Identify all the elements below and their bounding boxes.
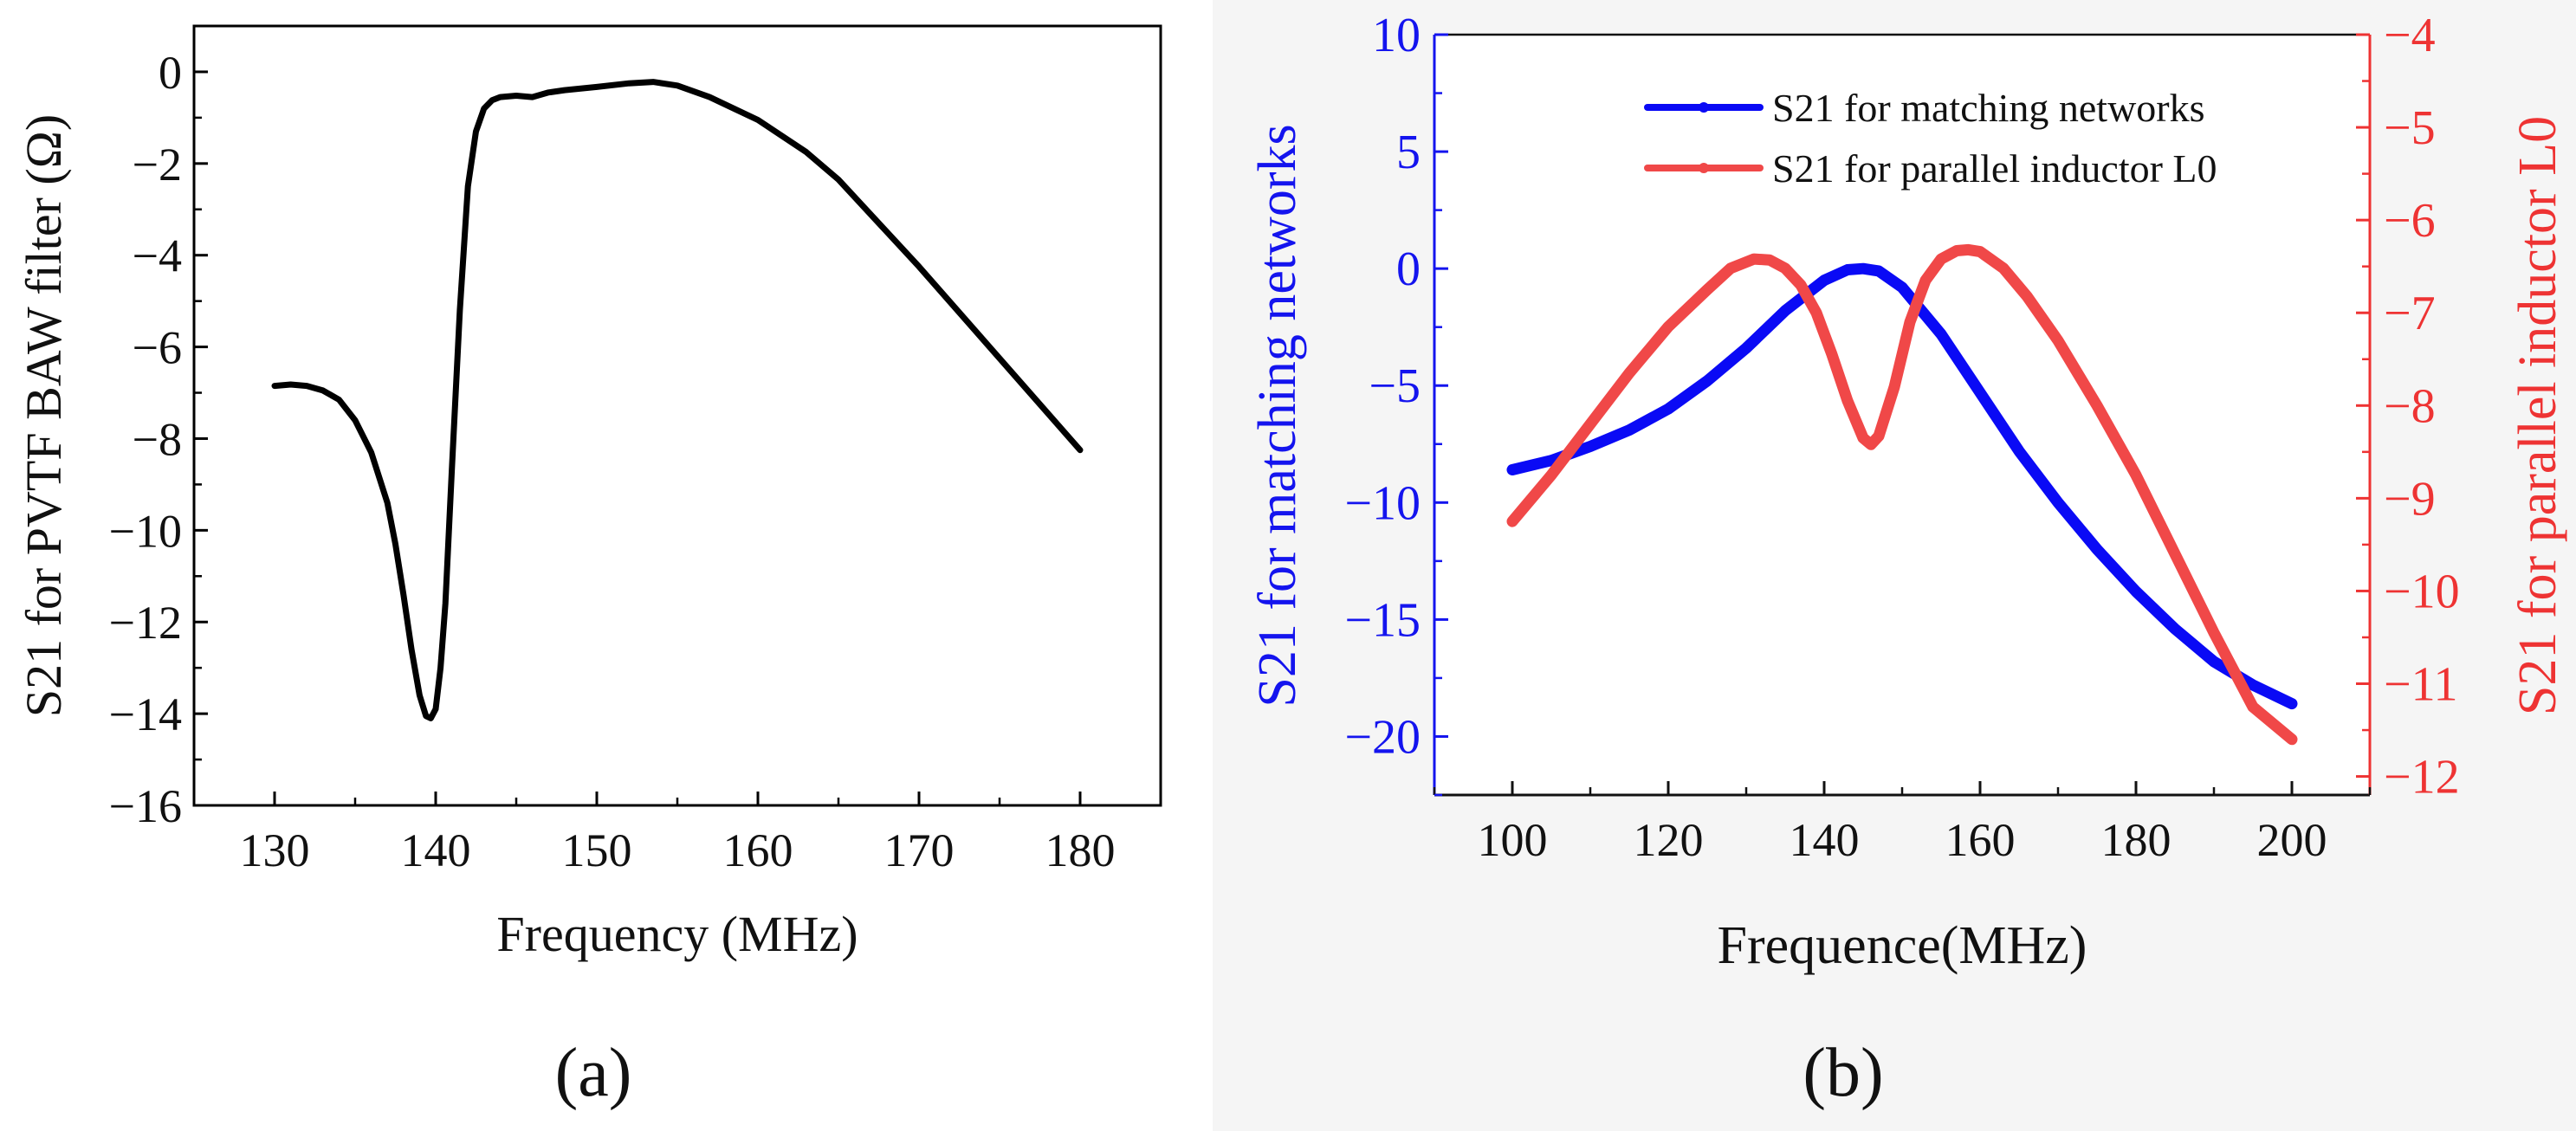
panel-a-x-tick-label: 170 (884, 824, 955, 876)
panel-b-right-tick-label: −5 (2384, 101, 2436, 155)
panel-b-x-tick-label: 120 (1634, 814, 1704, 866)
panel-a-y-tick-label: −14 (109, 688, 182, 740)
panel-a-y-tick-label: −12 (109, 597, 182, 649)
panel-a-chart: 130 140 150 160 170 180 0 −2 −4 −6 −8 −10 −12 −14 −16… (0, 0, 1213, 1131)
panel-a-x-tick-label: 150 (562, 824, 632, 876)
figure: 130 140 150 160 170 180 0 −2 −4 −6 −8 −10 −12 −14 −16… (0, 0, 2576, 1131)
legend-marker-matching-networks (1699, 102, 1709, 113)
panel-a-caption: (a) (555, 1035, 632, 1111)
legend-label-matching-networks: S21 for matching networks (1772, 86, 2205, 130)
panel-b-right-tick-label: −12 (2384, 751, 2460, 805)
panel-b-right-y-axis-label: S21 for parallel inductor L0 (2508, 116, 2567, 715)
panel-b-x-tick-label: 200 (2257, 814, 2327, 866)
panel-b-right-tick-label: −11 (2384, 658, 2458, 712)
panel-a-x-tick-label: 160 (723, 824, 793, 876)
panel-b-x-tick-label: 140 (1790, 814, 1860, 866)
panel-a-x-tick-label: 130 (240, 824, 310, 876)
panel-b-left-tick-label: −20 (1344, 710, 1421, 764)
panel-b-x-tick-label: 100 (1478, 814, 1548, 866)
panel-a-x-tick-label: 180 (1045, 824, 1116, 876)
panel-b-left-tick-label: −15 (1344, 593, 1421, 647)
panel-b-x-axis-label: Frequence(MHz) (1718, 916, 2087, 975)
panel-b-left-tick-label: 5 (1396, 126, 1421, 179)
panel-a-y-tick-label: −2 (133, 139, 182, 191)
panel-b-x-tick-label: 180 (2101, 814, 2171, 866)
panel-a-y-tick-label: −6 (133, 322, 182, 374)
panel-b-right-tick-label: −7 (2384, 287, 2436, 340)
panel-b-caption: (b) (1803, 1035, 1883, 1111)
panel-b-chart: 100 120 140 160 180 200 10 5 0 −5 −10 −15 −20 −4 −5 −… (1213, 0, 2576, 1131)
panel-b-right-tick-label: −10 (2384, 565, 2460, 618)
panel-a-y-tick-label: 0 (159, 47, 182, 99)
legend-label-parallel-inductor: S21 for parallel inductor L0 (1772, 146, 2217, 191)
panel-a-x-axis-label: Frequency (MHz) (496, 906, 858, 962)
panel-b-right-tick-label: −9 (2384, 472, 2436, 526)
panel-a-y-axis-label: S21 for PVTF BAW filter (Ω) (16, 114, 72, 717)
panel-b-left-tick-label: 0 (1396, 242, 1421, 296)
panel-b-x-tick-label: 160 (1945, 814, 2016, 866)
panel-a-y-tick-label: −10 (109, 505, 182, 557)
panel-a-y-tick-label: −4 (133, 230, 182, 282)
panel-b-left-tick-label: −5 (1369, 359, 1421, 413)
legend-marker-parallel-inductor (1699, 163, 1709, 173)
panel-a-y-tick-label: −8 (133, 413, 182, 465)
panel-b-right-tick-label: −8 (2384, 379, 2436, 433)
panel-b-left-y-axis-label: S21 for matching networks (1248, 124, 1307, 707)
panel-b-right-tick-label: −6 (2384, 194, 2436, 248)
panel-b-right-tick-label: −4 (2384, 9, 2436, 62)
panel-a-x-tick-label: 140 (401, 824, 471, 876)
panel-b-left-tick-label: −10 (1344, 476, 1421, 530)
panel-b-left-tick-label: 10 (1372, 9, 1421, 62)
panel-a-y-tick-label: −16 (109, 780, 182, 832)
